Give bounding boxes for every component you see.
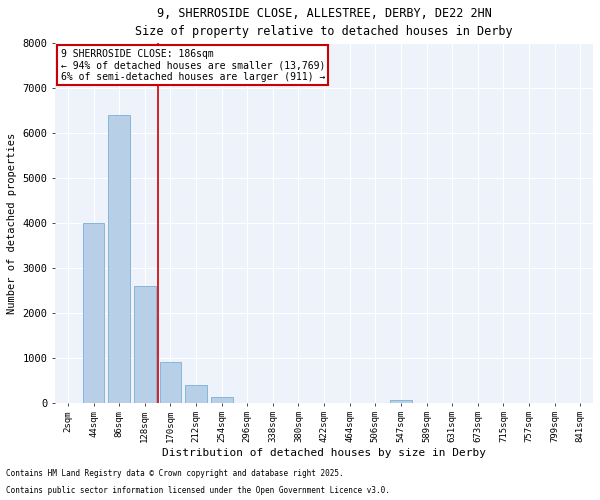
Bar xyxy=(185,385,207,402)
Bar xyxy=(160,362,181,403)
Text: Contains HM Land Registry data © Crown copyright and database right 2025.: Contains HM Land Registry data © Crown c… xyxy=(6,468,344,477)
Bar xyxy=(390,400,412,402)
Bar xyxy=(108,115,130,403)
Bar xyxy=(83,223,104,402)
Text: Contains public sector information licensed under the Open Government Licence v3: Contains public sector information licen… xyxy=(6,486,390,495)
Text: 9 SHERROSIDE CLOSE: 186sqm
← 94% of detached houses are smaller (13,769)
6% of s: 9 SHERROSIDE CLOSE: 186sqm ← 94% of deta… xyxy=(61,48,325,82)
Bar xyxy=(134,286,155,403)
Bar xyxy=(211,397,233,402)
Title: 9, SHERROSIDE CLOSE, ALLESTREE, DERBY, DE22 2HN
Size of property relative to det: 9, SHERROSIDE CLOSE, ALLESTREE, DERBY, D… xyxy=(135,7,513,38)
Y-axis label: Number of detached properties: Number of detached properties xyxy=(7,132,17,314)
X-axis label: Distribution of detached houses by size in Derby: Distribution of detached houses by size … xyxy=(162,448,486,458)
